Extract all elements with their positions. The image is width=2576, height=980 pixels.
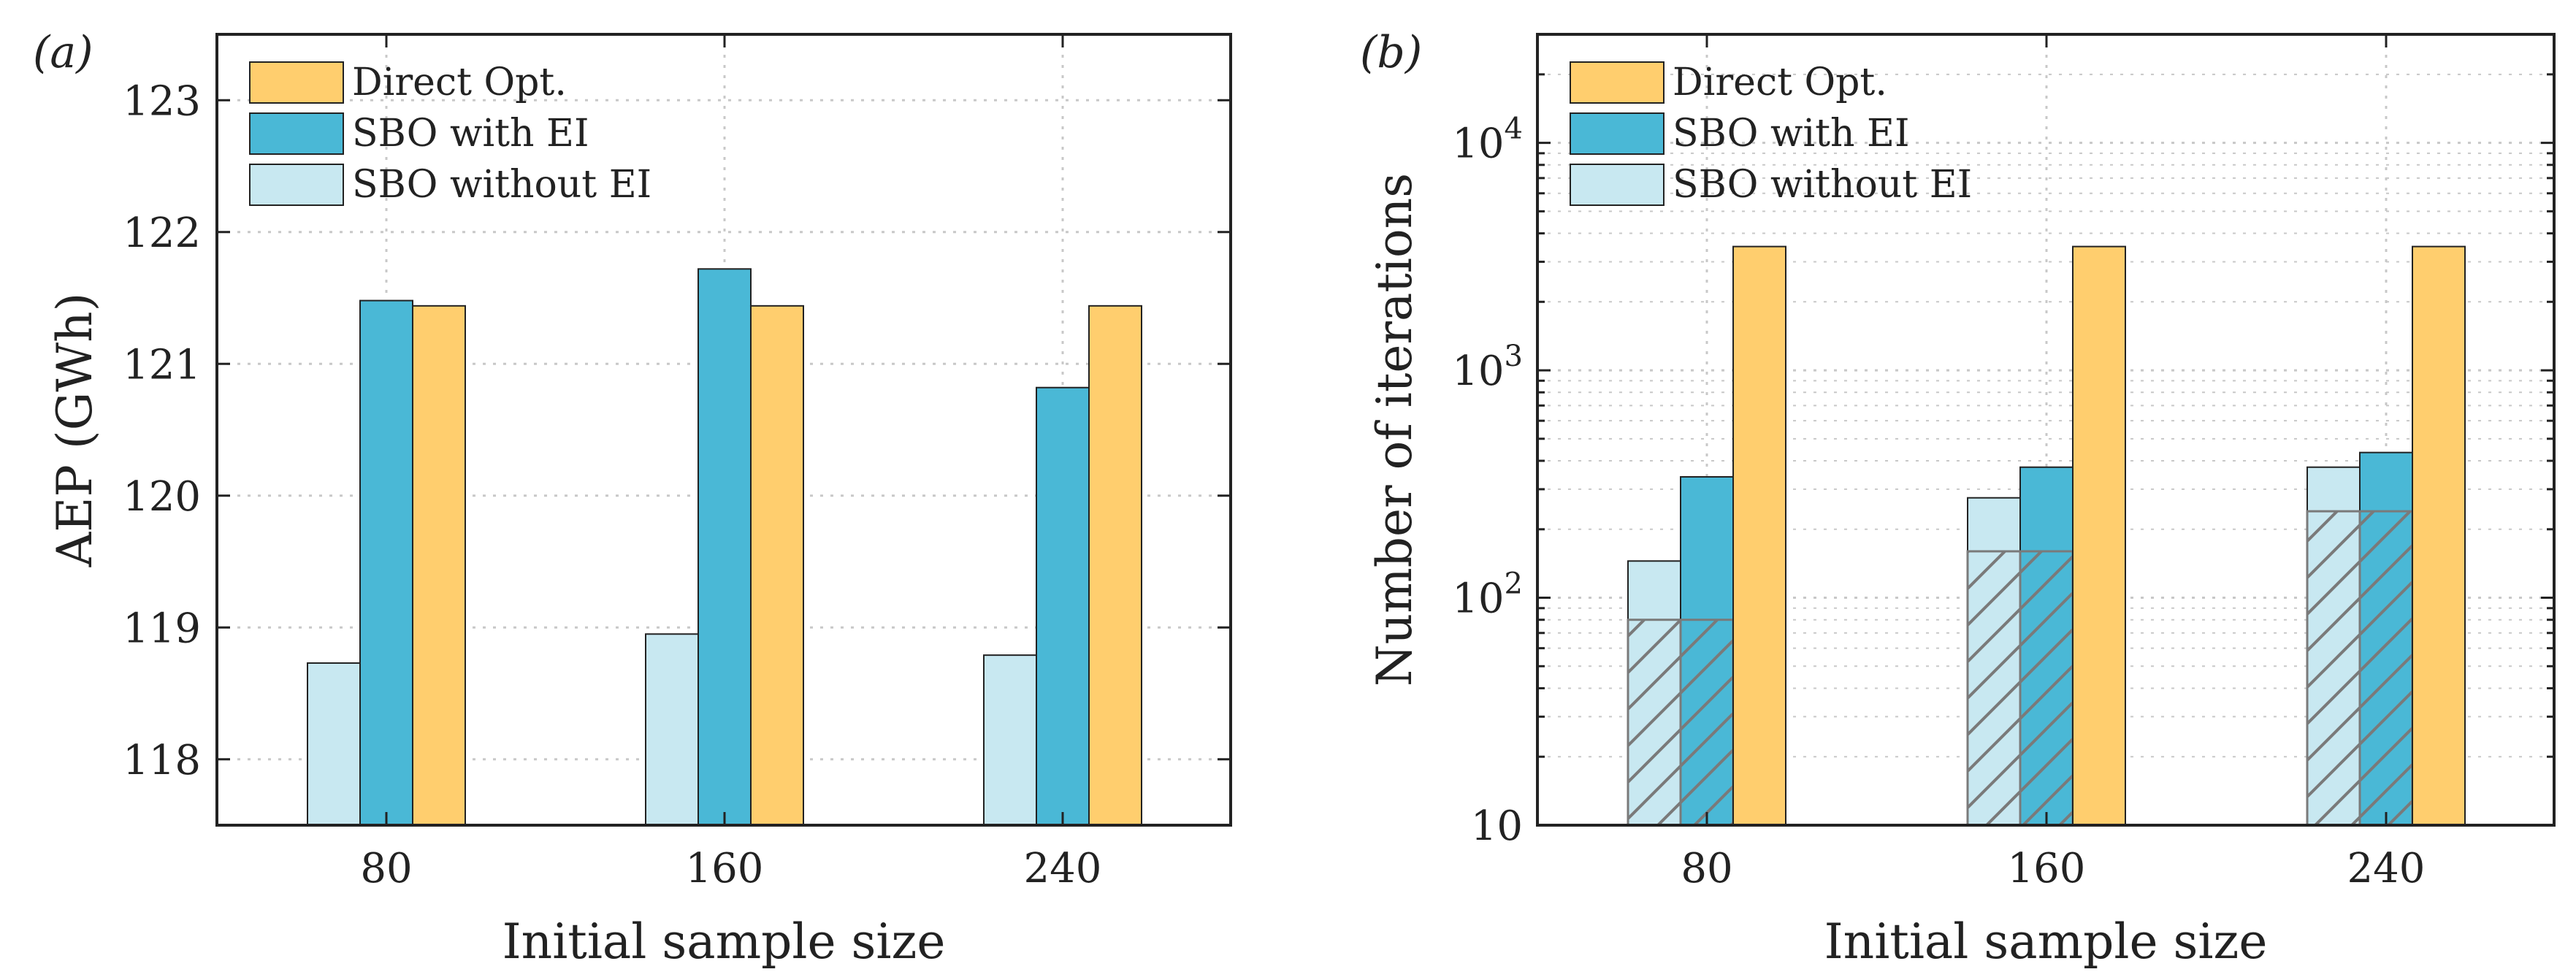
- bar-direct-160: [2072, 245, 2126, 827]
- y-ticks: 118 119 120 121 122 123: [123, 77, 1231, 784]
- legend-swatch-sbo-without-ei: [1570, 164, 1665, 206]
- y-tick-label: 10: [1471, 803, 1523, 850]
- hatched-initial-samples-sbo-without-ei-160: [1966, 550, 2022, 827]
- hatched-initial-samples-sbo-with-ei-240: [2358, 510, 2414, 827]
- panel-b-iterations-chart: 10 102 103 104 80 160 240 Initial sample size Nu…: [1360, 27, 2556, 970]
- bar-sbo-without-ei-80: [307, 662, 361, 826]
- y-axis-label: AEP (GWh): [47, 293, 103, 568]
- x-tick-label-160: 160: [686, 845, 764, 892]
- panel-label: (b): [1360, 27, 1422, 78]
- hatched-initial-samples-sbo-with-ei-80: [1679, 619, 1735, 827]
- y-tick-label: 119: [123, 605, 201, 652]
- legend-swatch-sbo-without-ei: [249, 164, 344, 206]
- y-tick-label: 123: [123, 77, 201, 125]
- panel-label: (a): [33, 27, 93, 78]
- legend-swatch-sbo-with-ei: [249, 112, 344, 155]
- legend: Direct Opt. SBO with EI SBO without EI: [249, 61, 651, 207]
- legend-swatch-direct: [249, 61, 344, 104]
- y-ticks: 10 102 103 104: [1452, 73, 2554, 850]
- panel-a-aep-chart: 118 119 120 121 122 123 80 160 240 Initial sample…: [33, 27, 1232, 970]
- legend: Direct Opt. SBO with EI SBO without EI: [1570, 61, 1972, 207]
- y-tick-label: 104: [1452, 112, 1523, 168]
- hatched-initial-samples-sbo-without-ei-80: [1627, 619, 1682, 827]
- legend-label-sbo-with-ei: SBO with EI: [1673, 112, 1910, 156]
- legend-label-direct: Direct Opt.: [1673, 61, 1887, 104]
- bar-direct-240: [2412, 245, 2466, 827]
- x-axis-label: Initial sample size: [502, 914, 946, 970]
- legend-swatch-direct: [1570, 61, 1665, 104]
- bar-sbo-without-ei-160: [645, 633, 699, 827]
- y-tick-label: 121: [123, 341, 201, 388]
- x-tick-label-240: 240: [2347, 845, 2426, 892]
- bar-direct-160: [750, 305, 804, 826]
- y-tick-label: 102: [1452, 567, 1523, 623]
- legend-label-sbo-without-ei: SBO without EI: [352, 163, 651, 207]
- x-ticks: 80 160 240: [360, 34, 1101, 892]
- bar-sbo-with-ei-80: [359, 299, 413, 826]
- x-tick-label-240: 240: [1024, 845, 1102, 892]
- bars: [307, 268, 1142, 827]
- bar-direct-240: [1088, 305, 1142, 826]
- hatched-initial-samples-sbo-without-ei-240: [2306, 510, 2361, 827]
- bar-sbo-with-ei-240: [1036, 386, 1090, 826]
- legend-swatch-sbo-with-ei: [1570, 112, 1665, 155]
- x-axis-label: Initial sample size: [1824, 914, 2268, 970]
- y-axis-label: Number of iterations: [1367, 173, 1423, 686]
- y-tick-label: 118: [123, 737, 201, 784]
- y-tick-label: 103: [1452, 340, 1523, 395]
- x-tick-label-80: 80: [360, 845, 412, 892]
- x-tick-label-160: 160: [2008, 845, 2086, 892]
- bar-sbo-with-ei-160: [697, 268, 752, 827]
- bar-direct-80: [412, 305, 466, 826]
- x-tick-label-80: 80: [1681, 845, 1732, 892]
- bar-sbo-without-ei-240: [983, 654, 1037, 827]
- legend-label-sbo-with-ei: SBO with EI: [352, 112, 589, 156]
- x-ticks: 80 160 240: [1681, 34, 2425, 892]
- legend-label-sbo-without-ei: SBO without EI: [1673, 163, 1972, 207]
- legend-label-direct: Direct Opt.: [352, 61, 567, 104]
- y-tick-label: 122: [123, 210, 201, 257]
- y-tick-label: 120: [123, 473, 201, 521]
- hatched-initial-samples-sbo-with-ei-160: [2019, 550, 2074, 827]
- bars: [1627, 245, 2466, 827]
- bar-direct-80: [1732, 245, 1786, 827]
